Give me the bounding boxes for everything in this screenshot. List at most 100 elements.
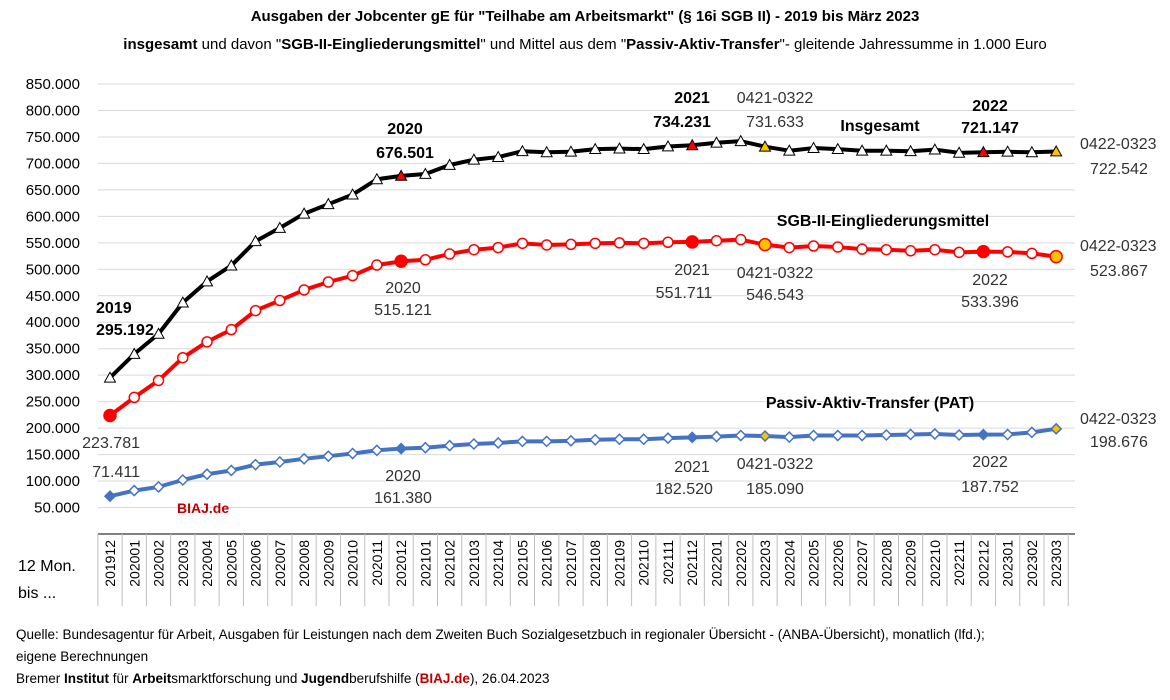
- footer-part: Institut: [64, 671, 110, 686]
- data-point: [224, 259, 238, 271]
- chart-title: Ausgaben der Jobcenter gE für "Teilhabe …: [250, 8, 920, 25]
- data-point: [734, 134, 748, 147]
- y-tick-label: 450.000: [26, 288, 80, 305]
- x-tick-label: 202007: [272, 540, 288, 587]
- data-point: [370, 172, 384, 185]
- data-point: [953, 428, 966, 442]
- footer-part: Arbeit: [132, 671, 172, 686]
- data-label: 533.396: [961, 294, 1019, 311]
- x-tick-label: 202004: [199, 540, 215, 587]
- data-point: [467, 153, 481, 165]
- x-tick-label: 202111: [660, 540, 676, 585]
- data-label: 731.633: [746, 114, 804, 131]
- data-point: [298, 452, 311, 465]
- data-point: [856, 243, 868, 255]
- data-point: [467, 437, 480, 451]
- data-label: 523.867: [1090, 263, 1148, 280]
- data-point: [395, 442, 408, 455]
- data-point: [249, 304, 262, 317]
- data-point: [783, 431, 796, 444]
- x-tick-label: 202301: [1000, 540, 1016, 587]
- x-tick-label: 201912: [102, 540, 118, 587]
- data-point: [710, 430, 723, 443]
- data-point: [855, 144, 869, 156]
- data-point: [831, 429, 844, 442]
- data-point: [879, 144, 893, 156]
- data-point: [685, 235, 699, 249]
- data-point: [394, 169, 408, 181]
- data-label: 295.192: [96, 322, 154, 339]
- data-point: [613, 433, 626, 446]
- x-tick-label: 202005: [223, 540, 239, 587]
- data-label: 0421-0322: [737, 456, 814, 473]
- data-point: [128, 391, 141, 404]
- x-tick-label: 202009: [320, 540, 336, 587]
- data-point: [540, 145, 554, 158]
- series-lines: [108, 139, 1057, 499]
- x-tick-label: 202002: [151, 540, 167, 587]
- data-point: [807, 429, 820, 442]
- data-point: [176, 473, 189, 487]
- data-point: [928, 427, 941, 441]
- series-line-0: [108, 139, 1057, 380]
- x-tick-label: 202302: [1024, 540, 1040, 587]
- x-tick-label: 202303: [1048, 540, 1064, 587]
- subtitle-part: SGB-II-Eingliederungsmittel: [281, 36, 481, 53]
- footer-part: Bremer: [16, 671, 65, 686]
- data-point: [661, 432, 675, 445]
- data-label: 721.147: [961, 120, 1019, 137]
- data-label: 2020: [385, 280, 421, 297]
- data-point: [419, 254, 432, 266]
- y-tick-label: 350.000: [26, 341, 80, 358]
- data-point: [807, 141, 820, 153]
- data-point: [928, 143, 942, 155]
- x-tick-label: 202112: [684, 540, 700, 586]
- x-tick-label: 202207: [854, 540, 870, 587]
- data-label: Insgesamt: [840, 118, 920, 135]
- data-point: [419, 167, 432, 179]
- data-point: [103, 371, 117, 383]
- data-label: 2022: [972, 272, 1008, 289]
- data-point: [152, 480, 165, 493]
- data-label: 2019: [96, 300, 132, 317]
- data-point: [298, 284, 310, 296]
- x-tick-label: 202209: [903, 540, 919, 587]
- series-markers: [103, 134, 1063, 503]
- footer-biaj-link[interactable]: BIAJ.de: [419, 671, 470, 686]
- data-label: 2022: [972, 98, 1008, 115]
- data-point: [1050, 422, 1063, 435]
- y-tick-label: 300.000: [26, 367, 80, 384]
- data-label: 182.520: [655, 481, 713, 498]
- x-tick-label: 202012: [393, 540, 409, 587]
- data-point: [734, 429, 747, 442]
- data-point: [297, 207, 311, 219]
- x-tick-label: 202110: [636, 540, 652, 586]
- data-point: [637, 433, 650, 446]
- data-point: [637, 237, 650, 250]
- y-tick-label: 850.000: [26, 76, 80, 93]
- y-tick-label: 700.000: [26, 155, 80, 172]
- data-point: [564, 434, 578, 447]
- x-axis-label: bis ...: [18, 585, 56, 602]
- x-tick-label: 202001: [126, 540, 142, 587]
- data-point: [225, 323, 238, 336]
- footer-part: smarktforschung und: [171, 671, 302, 686]
- data-point: [273, 455, 286, 469]
- data-label: 515.121: [374, 302, 432, 319]
- data-point: [443, 248, 456, 260]
- data-point: [758, 237, 772, 252]
- data-point: [564, 145, 578, 157]
- x-tick-labels: 201912 202001 202002 202003 202004 202005 2020…: [102, 540, 1064, 587]
- data-point: [103, 490, 117, 503]
- data-point: [492, 436, 505, 450]
- data-point: [371, 259, 383, 271]
- data-label: 2021: [674, 90, 710, 107]
- subtitle-part: insgesamt: [123, 36, 198, 53]
- data-label: 546.543: [746, 287, 804, 304]
- subtitle-part: und davon ": [197, 36, 282, 53]
- data-point: [976, 244, 991, 259]
- data-point: [468, 243, 480, 256]
- data-point: [1025, 145, 1039, 158]
- x-tick-label: 202103: [466, 540, 482, 587]
- data-point: [589, 237, 601, 250]
